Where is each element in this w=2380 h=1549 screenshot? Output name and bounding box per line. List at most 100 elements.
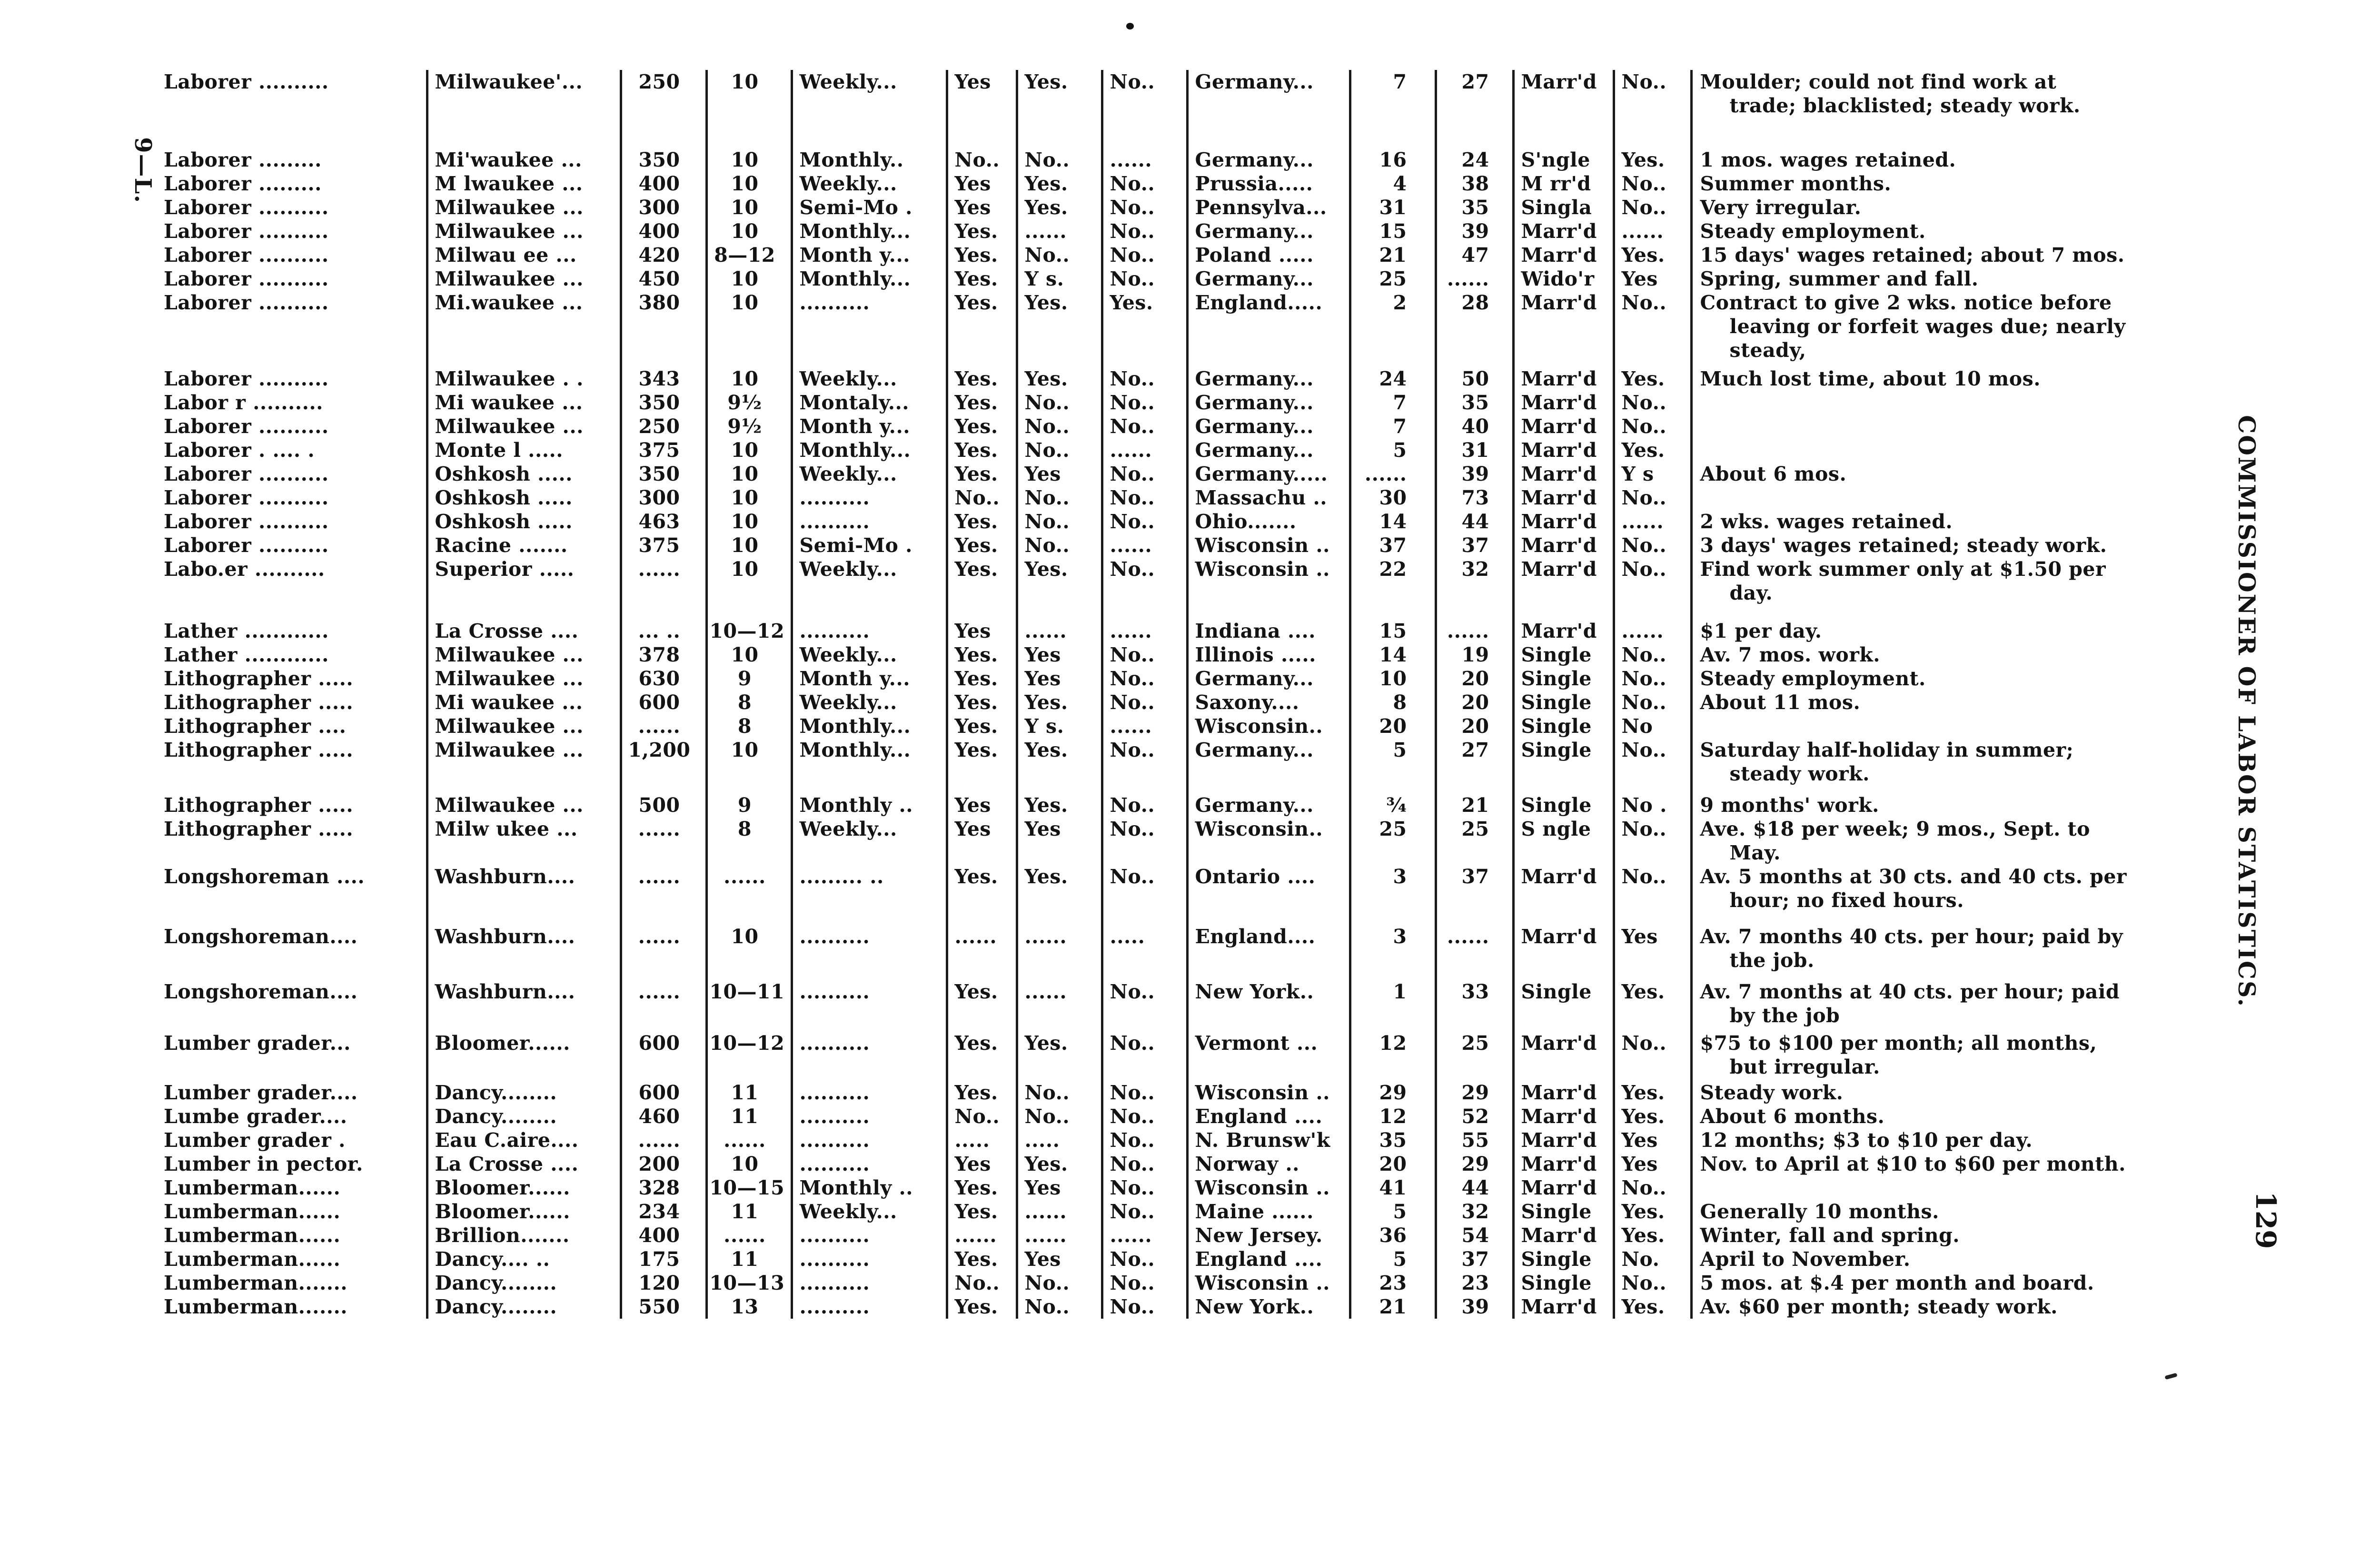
cell-pay-period: .......... xyxy=(792,1031,948,1079)
table-row: Laborer .......... Milwau ee ... 420 8—12 Mo… xyxy=(155,243,2235,267)
cell-flag-2: No.. xyxy=(1017,1081,1103,1105)
gap-cell xyxy=(155,1079,428,1081)
cell-city: Milwaukee ... xyxy=(427,643,622,667)
table-row: Longshoreman .... Washburn...............… xyxy=(155,865,2235,912)
cell-flag-1: Yes. xyxy=(947,243,1018,267)
cell-flag-3: ...... xyxy=(1102,714,1189,738)
cell-age: 32 xyxy=(1436,1200,1515,1223)
cell-birthplace: Wisconsin .. xyxy=(1187,1081,1351,1105)
cell-years: 35 xyxy=(1350,1128,1437,1152)
cell-flag-3: No.. xyxy=(1102,267,1189,291)
cell-flag-2: Yes. xyxy=(1017,1152,1103,1176)
cell-yearly-earnings: 1,200 xyxy=(621,738,708,786)
cell-occupation: Lumberman....... xyxy=(155,1295,428,1319)
cell-flag-3: No.. xyxy=(1102,1105,1189,1128)
cell-remarks: $75 to $100 per month; all months, but i… xyxy=(1700,1032,2097,1078)
cell-birthplace: Ohio....... xyxy=(1187,510,1351,533)
cell-remarks: Moulder; could not find work at trade; b… xyxy=(1700,70,2081,117)
cell-flag-2: Yes xyxy=(1017,462,1103,486)
cell-flag-2: Y s. xyxy=(1017,267,1103,291)
gap-cell xyxy=(621,972,708,980)
table-row: Lumberman...... Brillion....... 400.......… xyxy=(155,1223,2235,1247)
cell-hours-per-day: 10 xyxy=(706,486,793,510)
cell-yearly-earnings: ...... xyxy=(621,980,708,1027)
cell-hours-per-day: 9½ xyxy=(706,414,793,438)
cell-occupation: Lithographer ..... xyxy=(155,691,428,714)
row-gap xyxy=(155,972,2235,980)
cell-remarks: 12 months; $3 to $10 per day. xyxy=(1700,1129,2033,1152)
cell-city: Mi'waukee ... xyxy=(427,148,622,172)
cell-marital-status: Marr'd xyxy=(1513,533,1615,557)
cell-flag-1: Yes. xyxy=(947,1295,1018,1319)
cell-pay-period: Weekly... xyxy=(792,367,948,391)
cell-flag-2: Yes. xyxy=(1017,557,1103,605)
cell-birthplace: Maine ...... xyxy=(1187,1200,1351,1223)
cell-marital-status: Single xyxy=(1513,793,1615,817)
cell-occupation: Laborer .......... xyxy=(155,243,428,267)
table-row: Laborer .......... Racine ....... 375 10 Sem… xyxy=(155,533,2235,557)
cell-remarks: Much lost time, about 10 mos. xyxy=(1700,367,2041,390)
cell-occupation: Laborer .......... xyxy=(155,462,428,486)
gap-cell xyxy=(1102,786,1189,793)
gap-cell xyxy=(1691,118,2235,148)
cell-marital-status: Marr'd xyxy=(1513,462,1615,486)
cell-flag-3: No.. xyxy=(1102,1295,1189,1319)
cell-marital-status: S'ngle xyxy=(1513,148,1615,172)
cell-city: La Crosse .... xyxy=(427,1152,622,1176)
cell-flag-4: Yes xyxy=(1614,925,1693,972)
cell-flag-4: Yes xyxy=(1614,267,1693,291)
cell-years: 12 xyxy=(1350,1105,1437,1128)
gap-cell xyxy=(1436,786,1515,793)
cell-yearly-earnings: 420 xyxy=(621,243,708,267)
cell-yearly-earnings: ...... xyxy=(621,865,708,912)
cell-yearly-earnings: 328 xyxy=(621,1176,708,1200)
gap-cell xyxy=(621,1027,708,1031)
cell-remarks xyxy=(1691,714,2235,738)
table-row: Laborer .......... Milwaukee ... 250 9½ Mont… xyxy=(155,414,2235,438)
cell-birthplace: Poland ..... xyxy=(1187,243,1351,267)
cell-flag-1: Yes. xyxy=(947,533,1018,557)
cell-remarks: 5 mos. at $.4 per month and board. xyxy=(1700,1272,2094,1294)
cell-flag-2: ...... xyxy=(1017,619,1103,643)
cell-flag-4: No.. xyxy=(1614,486,1693,510)
cell-age: ...... xyxy=(1436,925,1515,972)
cell-remarks: Steady work. xyxy=(1700,1081,1844,1104)
cell-pay-period: Weekly... xyxy=(792,462,948,486)
cell-flag-4: Yes. xyxy=(1614,1200,1693,1223)
cell-city: Milwaukee ... xyxy=(427,219,622,243)
cell-birthplace: Vermont ... xyxy=(1187,1031,1351,1079)
table-row: Lumber in pector. La Crosse .... 200 10....… xyxy=(155,1152,2235,1176)
gap-cell xyxy=(947,912,1018,925)
cell-birthplace: Germany... xyxy=(1187,219,1351,243)
table-row: Laborer .......... Mi.waukee ... 380 10....… xyxy=(155,291,2235,362)
cell-city: Dancy........ xyxy=(427,1271,622,1295)
table-row: Laborer .......... Milwaukee ... 300 10 Semi… xyxy=(155,196,2235,219)
gap-cell xyxy=(792,118,948,148)
table-row: Lumbe grader.... Dancy........ 460 11......… xyxy=(155,1105,2235,1128)
gap-cell xyxy=(792,786,948,793)
cell-occupation: Lumberman...... xyxy=(155,1247,428,1271)
gap-cell xyxy=(621,605,708,619)
cell-pay-period: ......... .. xyxy=(792,865,948,912)
cell-flag-4: No.. xyxy=(1614,1031,1693,1079)
cell-city: Bloomer...... xyxy=(427,1031,622,1079)
cell-occupation: Lather ............ xyxy=(155,643,428,667)
cell-pay-period: .......... xyxy=(792,510,948,533)
cell-marital-status: Marr'd xyxy=(1513,619,1615,643)
row-gap xyxy=(155,605,2235,619)
cell-hours-per-day: 10—12 xyxy=(706,619,793,643)
gap-cell xyxy=(706,972,793,980)
cell-flag-3: Yes. xyxy=(1102,291,1189,362)
gap-cell xyxy=(621,1079,708,1081)
gap-cell xyxy=(706,362,793,367)
cell-years: 31 xyxy=(1350,196,1437,219)
cell-flag-3: ...... xyxy=(1102,148,1189,172)
cell-remarks: 9 months' work. xyxy=(1700,794,1879,817)
cell-pay-period: Monthly .. xyxy=(792,793,948,817)
gap-cell xyxy=(621,118,708,148)
cell-city: Washburn.... xyxy=(427,980,622,1027)
table-row: Lumberman...... Bloomer...... 234 11 Weekly.… xyxy=(155,1200,2235,1223)
gap-cell xyxy=(947,972,1018,980)
table-body: Laborer .......... Milwaukee'... 250 10 Week… xyxy=(155,70,2235,1319)
cell-yearly-earnings: 463 xyxy=(621,510,708,533)
